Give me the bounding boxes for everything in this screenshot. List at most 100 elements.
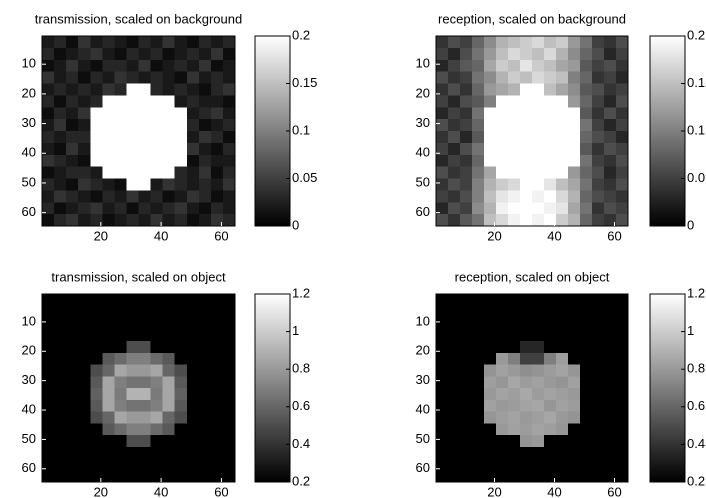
pixel: [592, 167, 604, 179]
pixel: [199, 376, 211, 388]
pixel: [568, 202, 580, 214]
pixel: [616, 412, 628, 424]
pixel: [532, 470, 544, 482]
pixel: [532, 202, 544, 214]
pixel: [90, 119, 102, 131]
pixel: [436, 412, 448, 424]
pixel: [126, 400, 138, 412]
pixel: [139, 214, 151, 226]
pixel: [436, 72, 448, 84]
pixel: [616, 48, 628, 60]
pixel: [90, 376, 102, 388]
pixel: [90, 447, 102, 459]
pixel: [496, 459, 508, 471]
pixel: [78, 179, 90, 191]
pixel: [163, 353, 175, 365]
pixel: [460, 376, 472, 388]
pixel: [66, 131, 78, 143]
pixel: [484, 294, 496, 306]
y-tick-label: 10: [22, 56, 36, 71]
pixel: [211, 329, 223, 341]
pixel: [496, 353, 508, 365]
pixel: [568, 447, 580, 459]
pixel: [604, 294, 616, 306]
pixel: [604, 435, 616, 447]
pixel: [54, 400, 66, 412]
pixel: [568, 119, 580, 131]
pixel: [163, 376, 175, 388]
pixel: [175, 95, 187, 107]
pixel: [187, 341, 199, 353]
pixel: [102, 190, 114, 202]
pixel: [496, 84, 508, 96]
pixel: [199, 294, 211, 306]
pixel: [42, 470, 54, 482]
pixel: [448, 400, 460, 412]
pixel: [592, 72, 604, 84]
pixel: [90, 143, 102, 155]
pixel: [436, 318, 448, 330]
pixel: [592, 423, 604, 435]
pixel: [460, 60, 472, 72]
pixel: [448, 388, 460, 400]
pixel: [496, 294, 508, 306]
pixel: [616, 131, 628, 143]
pixel: [544, 435, 556, 447]
colorbar-tick-label: 0.1: [292, 122, 310, 137]
colorbar: [650, 294, 685, 482]
pixel: [102, 143, 114, 155]
pixel: [78, 294, 90, 306]
pixel: [520, 84, 532, 96]
pixel: [484, 202, 496, 214]
pixel: [54, 84, 66, 96]
pixel: [436, 131, 448, 143]
pixel: [199, 36, 211, 48]
pixel: [199, 95, 211, 107]
pixel: [78, 353, 90, 365]
pixel: [556, 412, 568, 424]
pixel: [556, 306, 568, 318]
pixel: [520, 155, 532, 167]
pixel: [580, 376, 592, 388]
pixel: [448, 459, 460, 471]
pixel: [114, 400, 126, 412]
pixel: [520, 400, 532, 412]
pixel: [114, 202, 126, 214]
pixel: [78, 48, 90, 60]
pixel: [520, 143, 532, 155]
y-tick-label: 20: [416, 85, 430, 100]
pixel: [568, 36, 580, 48]
pixel: [223, 119, 235, 131]
pixel: [604, 84, 616, 96]
pixel: [472, 202, 484, 214]
pixel: [496, 435, 508, 447]
pixel: [139, 329, 151, 341]
pixel: [199, 190, 211, 202]
pixel: [604, 447, 616, 459]
pixel: [126, 179, 138, 191]
pixel: [102, 306, 114, 318]
pixel: [90, 95, 102, 107]
pixel: [90, 155, 102, 167]
colorbar-tick-label: 0.6: [292, 398, 310, 413]
pixel: [114, 353, 126, 365]
figure: transmission, scaled on background204060…: [0, 0, 706, 498]
pixel: [126, 107, 138, 119]
pixel: [496, 412, 508, 424]
pixel: [556, 95, 568, 107]
x-tick-label: 40: [547, 228, 561, 243]
pixel: [151, 84, 163, 96]
page: transmission, scaled on background204060…: [0, 0, 706, 498]
pixel: [508, 131, 520, 143]
pixel: [616, 214, 628, 226]
pixel: [126, 447, 138, 459]
pixel: [163, 143, 175, 155]
pixel: [54, 447, 66, 459]
pixel: [448, 131, 460, 143]
y-tick-label: 30: [416, 372, 430, 387]
pixel: [90, 190, 102, 202]
pixel: [114, 214, 126, 226]
colorbar-tick-label: 0.05: [292, 170, 317, 185]
pixel: [580, 329, 592, 341]
pixel: [151, 306, 163, 318]
